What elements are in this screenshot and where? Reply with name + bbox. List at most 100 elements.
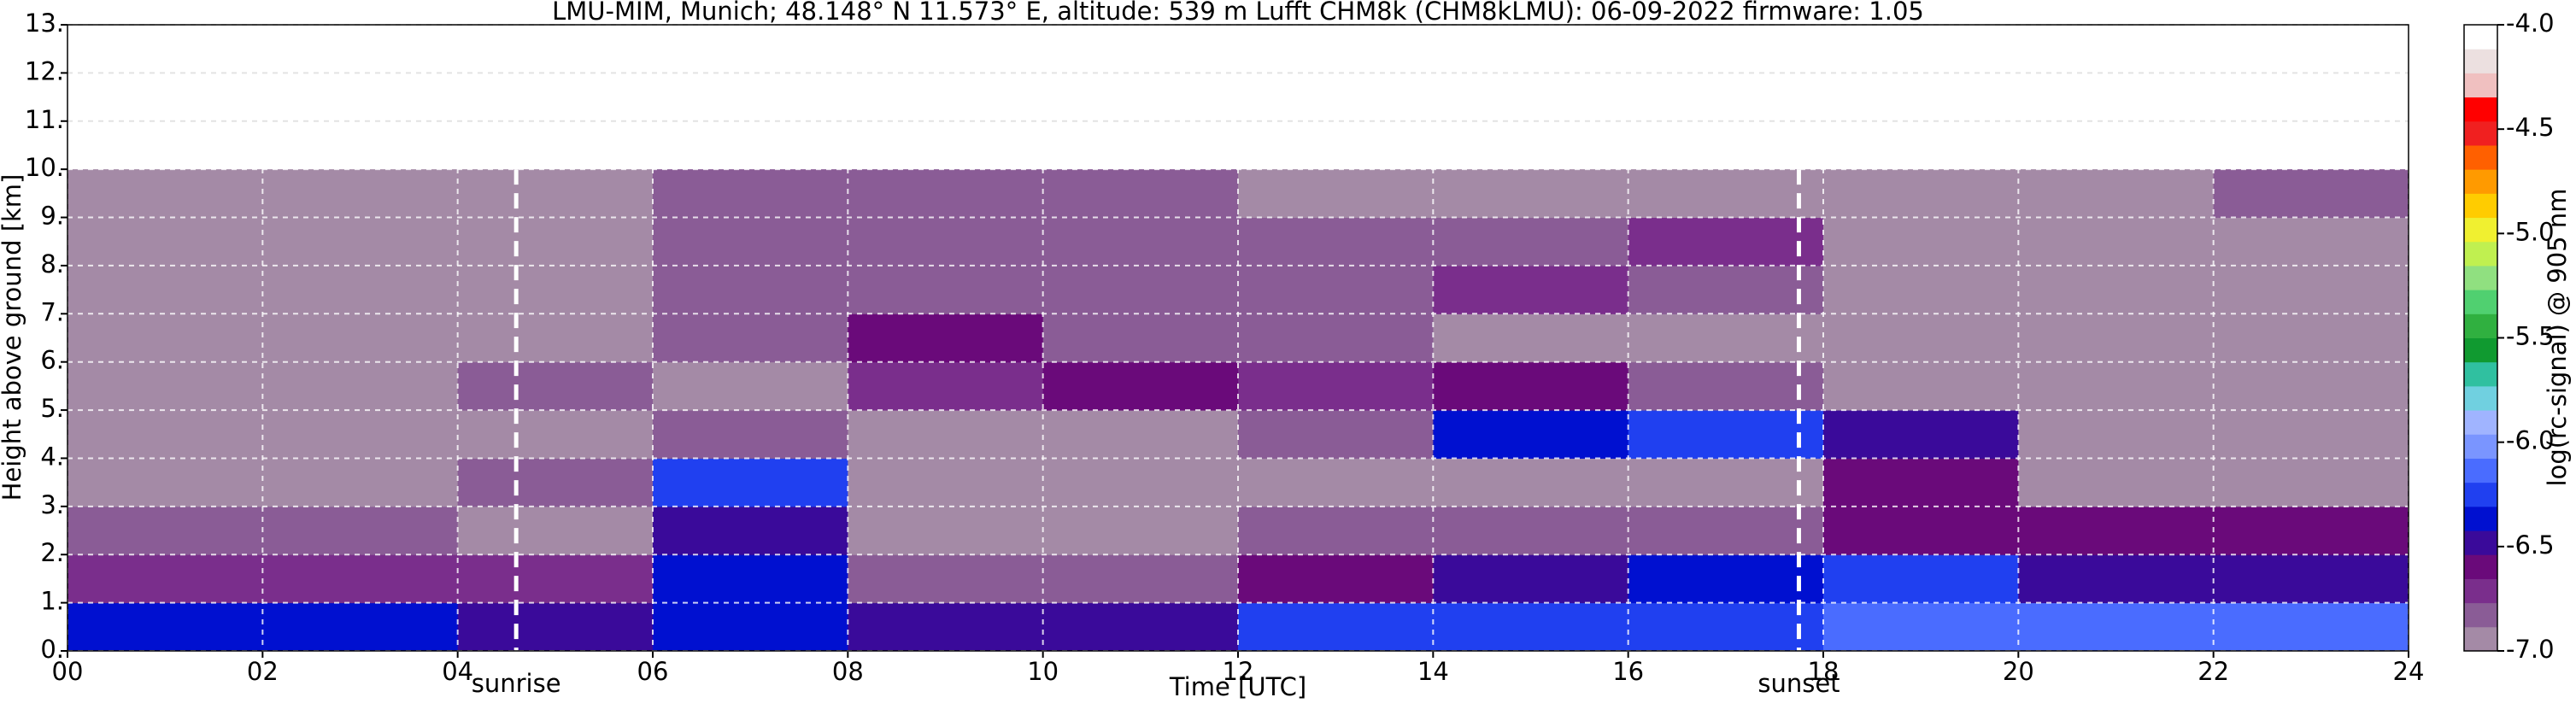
- heatmap-cell: [848, 169, 1044, 219]
- colorbar-band: [2464, 385, 2497, 411]
- colorbar-band: [2464, 337, 2497, 363]
- colorbar-tick-label: -6.5: [2506, 530, 2555, 560]
- heatmap-cell: [1823, 602, 2019, 652]
- heatmap-cell: [1238, 602, 1434, 652]
- heatmap-cell: [2213, 265, 2409, 314]
- colorbar-band: [2464, 554, 2497, 579]
- colorbar-tick-label: -5.0: [2506, 217, 2555, 246]
- heatmap-cell: [67, 313, 263, 363]
- heatmap-cell: [848, 217, 1044, 267]
- heatmap-cell: [1042, 169, 1239, 219]
- x-tick-label: 14: [1417, 657, 1449, 686]
- x-tick-label: 08: [832, 657, 864, 686]
- y-tick-label: 11.: [25, 105, 64, 134]
- heatmap-cell: [262, 458, 459, 507]
- heatmap-cell: [457, 217, 654, 267]
- colorbar-band: [2464, 73, 2497, 98]
- heatmap-cell: [1238, 265, 1434, 314]
- heatmap-cell: [1238, 217, 1434, 267]
- heatmap-cell: [1628, 217, 1824, 267]
- heatmap-cell: [1823, 217, 2019, 267]
- heatmap-cell: [2213, 458, 2409, 507]
- heatmap-cell: [457, 265, 654, 314]
- heatmap-cell: [1238, 506, 1434, 555]
- colorbar-band: [2464, 193, 2497, 219]
- heatmap-cell: [2018, 169, 2215, 219]
- heatmap-cell: [848, 554, 1044, 604]
- colorbar-band: [2464, 626, 2497, 652]
- heatmap-cell: [457, 169, 654, 219]
- heatmap-cell: [848, 313, 1044, 363]
- heatmap-cell: [1433, 169, 1629, 219]
- heatmap-cell: [67, 217, 263, 267]
- heatmap-cell: [2018, 361, 2215, 411]
- heatmap-cell: [653, 169, 848, 219]
- heatmap-cell: [1628, 554, 1824, 604]
- heatmap-cell: [457, 458, 654, 507]
- heatmap-cell: [1433, 265, 1629, 314]
- heatmap-cell: [1628, 410, 1824, 459]
- x-tick-label: 18: [1808, 657, 1840, 686]
- heatmap-cell: [2018, 217, 2215, 267]
- x-tick-label: 22: [2198, 657, 2229, 686]
- heatmap-cell: [1238, 361, 1434, 411]
- heatmap-cell: [2213, 313, 2409, 363]
- heatmap-cell: [2018, 506, 2215, 555]
- colorbar-band: [2464, 49, 2497, 73]
- y-axis-label: Height above ground [km]: [0, 174, 26, 501]
- y-tick-label: 12.: [25, 56, 64, 85]
- colorbar-band: [2464, 530, 2497, 555]
- heatmap-cell: [1238, 410, 1434, 459]
- heatmap-cell: [457, 313, 654, 363]
- heatmap-cell: [848, 458, 1044, 507]
- heatmap-cell: [262, 313, 459, 363]
- colorbar-band: [2464, 25, 2497, 50]
- heatmap-cell: [1042, 506, 1239, 555]
- y-tick-label: 7.: [40, 297, 64, 326]
- y-tick-label: 10.: [25, 153, 64, 182]
- heatmap-cell: [653, 361, 848, 411]
- heatmap-cell: [457, 410, 654, 459]
- heatmap-cell: [1628, 506, 1824, 555]
- heatmap-cell: [653, 410, 848, 459]
- heatmap-cell: [1042, 265, 1239, 314]
- colorbar-band: [2464, 265, 2497, 290]
- heatmap-cell: [1823, 313, 2019, 363]
- heatmap-cell: [1042, 458, 1239, 507]
- heatmap-cell: [262, 602, 459, 652]
- heatmap-cell: [1042, 410, 1239, 459]
- colorbar-band: [2464, 602, 2497, 628]
- heatmap-cell: [262, 410, 459, 459]
- colorbar-tick-label: -7.0: [2506, 635, 2555, 664]
- colorbar-band: [2464, 458, 2497, 483]
- colorbar-band: [2464, 410, 2497, 435]
- colorbar-band: [2464, 506, 2497, 531]
- colorbar-tick-label: -5.5: [2506, 322, 2555, 351]
- heatmap-cell: [848, 602, 1044, 652]
- heatmap-cell: [653, 313, 848, 363]
- colorbar-band: [2464, 97, 2497, 122]
- colorbar-tick-label: -6.0: [2506, 426, 2555, 455]
- heatmap-cell: [653, 458, 848, 507]
- annotation-label: sunset: [1757, 669, 1840, 698]
- colorbar-tick-label: -4.5: [2506, 113, 2555, 142]
- heatmap-cell: [457, 506, 654, 555]
- heatmap-cell: [2213, 554, 2409, 604]
- heatmap-cell: [1628, 169, 1824, 219]
- heatmap-cell: [1628, 265, 1824, 314]
- x-tick-label: 00: [52, 657, 84, 686]
- y-tick-label: 1.: [40, 587, 64, 616]
- x-tick-label: 12: [1223, 657, 1254, 686]
- colorbar-band: [2464, 217, 2497, 243]
- colorbar-band: [2464, 290, 2497, 314]
- heatmap-cell: [262, 265, 459, 314]
- heatmap-cell: [457, 554, 654, 604]
- heatmap-cell: [848, 361, 1044, 411]
- heatmap-cell: [2213, 361, 2409, 411]
- heatmap-cell: [1042, 554, 1239, 604]
- plot-frame: [67, 24, 2409, 652]
- heatmap-cell: [67, 554, 263, 604]
- heatmap-cell: [1238, 554, 1434, 604]
- heatmap-cell: [262, 554, 459, 604]
